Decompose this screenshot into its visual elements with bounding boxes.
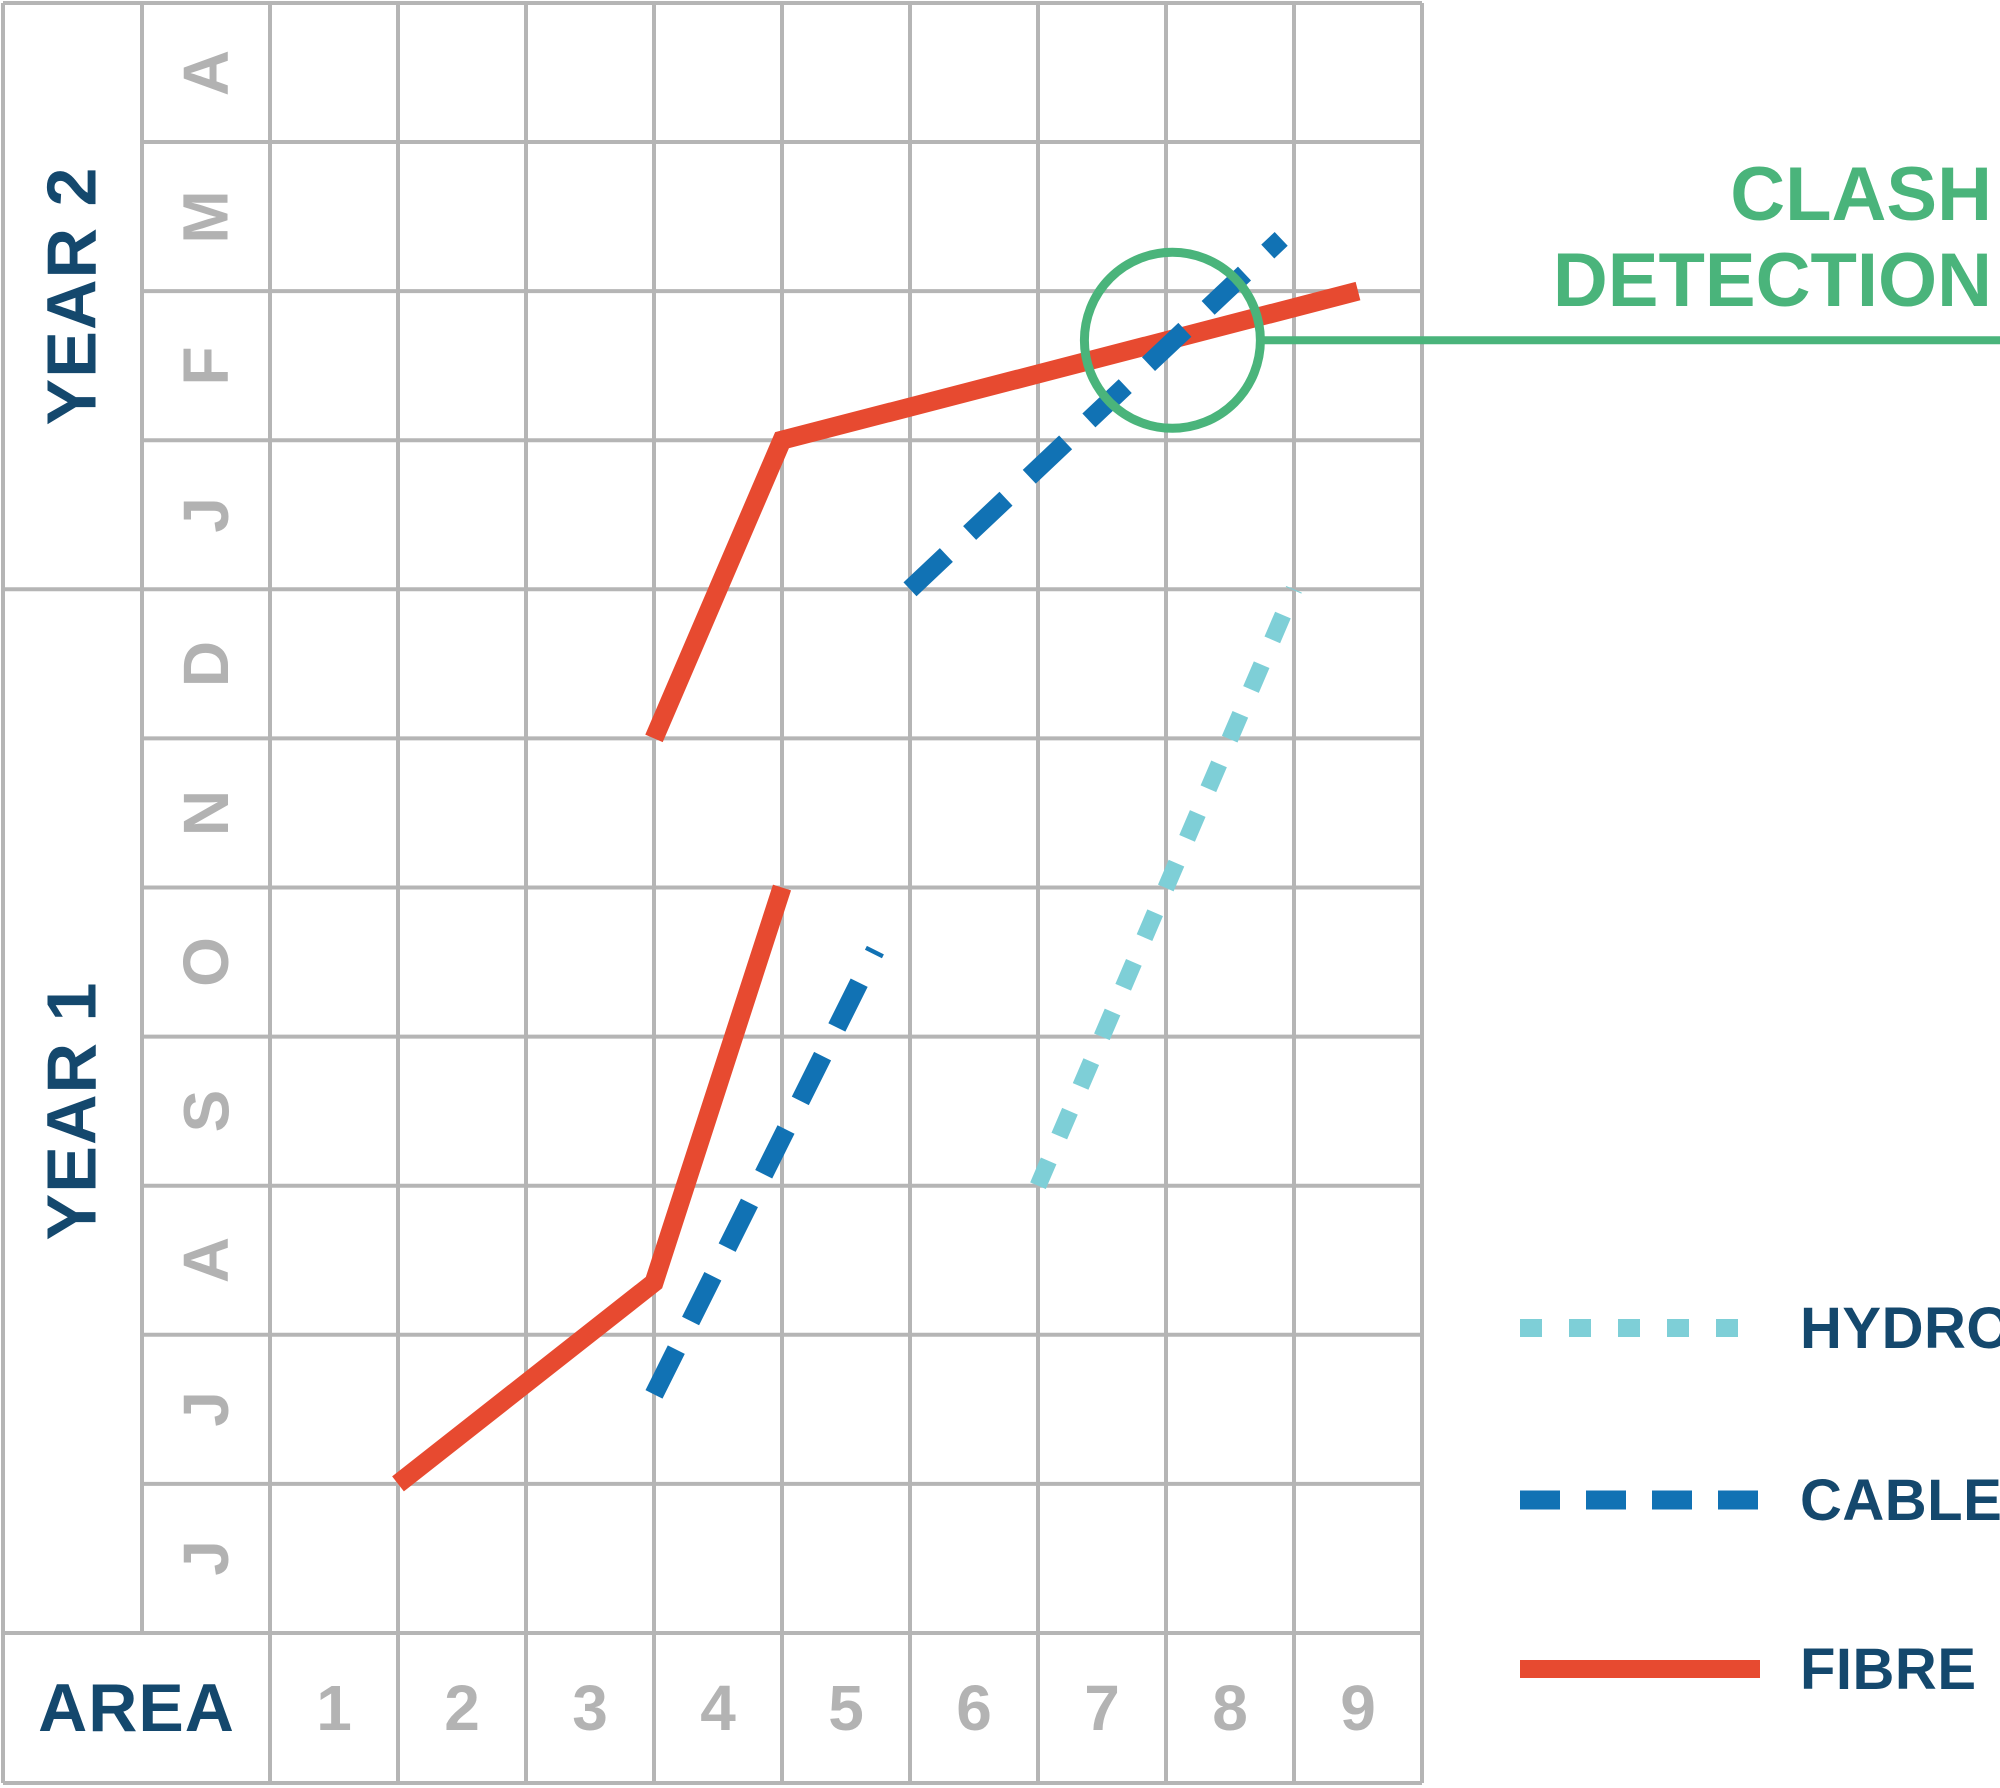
month-label: S	[170, 1089, 242, 1133]
month-cell: J	[142, 440, 270, 589]
month-label: J	[170, 496, 242, 533]
cable-line	[645, 945, 884, 1399]
month-label: J	[170, 1540, 242, 1577]
legend-label: CABLE	[1800, 1467, 2000, 1533]
month-cell: O	[142, 888, 270, 1037]
month-cell: J	[142, 1484, 270, 1633]
month-cell: A	[142, 3, 270, 142]
legend-item-hydro: HYDRO	[1520, 1292, 2000, 1364]
month-label: D	[170, 640, 242, 687]
area-number: 5	[828, 1672, 864, 1744]
cable-line	[903, 231, 1288, 597]
clash-callout-line1: CLASH	[1730, 152, 1992, 237]
legend-item-cable: CABLE	[1520, 1464, 2000, 1536]
hydro-line	[1030, 585, 1302, 1190]
area-number-cell: 3	[526, 1633, 654, 1783]
year-1-label: YEAR 1	[32, 981, 110, 1241]
area-number-cell: 9	[1294, 1633, 1422, 1783]
area-number: 1	[316, 1672, 352, 1744]
month-label: A	[170, 49, 242, 96]
month-label: F	[170, 346, 242, 386]
area-number-cell: 2	[398, 1633, 526, 1783]
area-number: 9	[1340, 1672, 1376, 1744]
legend-label: FIBRE	[1800, 1636, 1977, 1702]
legend-swatch-fibre	[1520, 1660, 1760, 1678]
month-cell: A	[142, 1186, 270, 1335]
year-1-cell: YEAR 1	[0, 589, 142, 1633]
area-title-cell: AREA	[3, 1633, 270, 1783]
month-cell: F	[142, 291, 270, 440]
area-axis-title: AREA	[38, 1670, 235, 1746]
month-label: N	[170, 789, 242, 837]
area-number: 8	[1212, 1672, 1248, 1744]
legend-label: HYDRO	[1800, 1295, 2000, 1361]
month-cell: D	[142, 589, 270, 738]
month-label: A	[170, 1237, 242, 1284]
area-number: 4	[700, 1672, 736, 1744]
month-label: M	[170, 189, 242, 244]
area-number-cell: 7	[1038, 1633, 1166, 1783]
area-number: 2	[444, 1672, 480, 1744]
area-number: 7	[1084, 1672, 1120, 1744]
area-number: 6	[956, 1672, 992, 1744]
area-number-cell: 6	[910, 1633, 1038, 1783]
area-number-cell: 5	[782, 1633, 910, 1783]
month-cell: S	[142, 1037, 270, 1186]
legend-swatch-hydro	[1520, 1319, 1760, 1337]
year-2-label: YEAR 2	[32, 166, 110, 426]
clash-callout-line2: DETECTION	[1552, 238, 1992, 323]
month-label: J	[170, 1391, 242, 1428]
fibre-line	[392, 884, 792, 1492]
month-cell: M	[142, 142, 270, 291]
area-number-cell: 4	[654, 1633, 782, 1783]
month-cell: J	[142, 1335, 270, 1484]
month-cell: N	[142, 738, 270, 887]
legend-swatch-cable	[1520, 1490, 1760, 1510]
area-number-cell: 8	[1166, 1633, 1294, 1783]
legend-item-fibre: FIBRE	[1520, 1633, 2000, 1705]
area-number: 3	[572, 1672, 608, 1744]
year-2-cell: YEAR 2	[0, 3, 142, 589]
month-label: O	[170, 937, 242, 987]
area-number-cell: 1	[270, 1633, 398, 1783]
clash-detection-callout: CLASH DETECTION	[1100, 152, 1992, 324]
